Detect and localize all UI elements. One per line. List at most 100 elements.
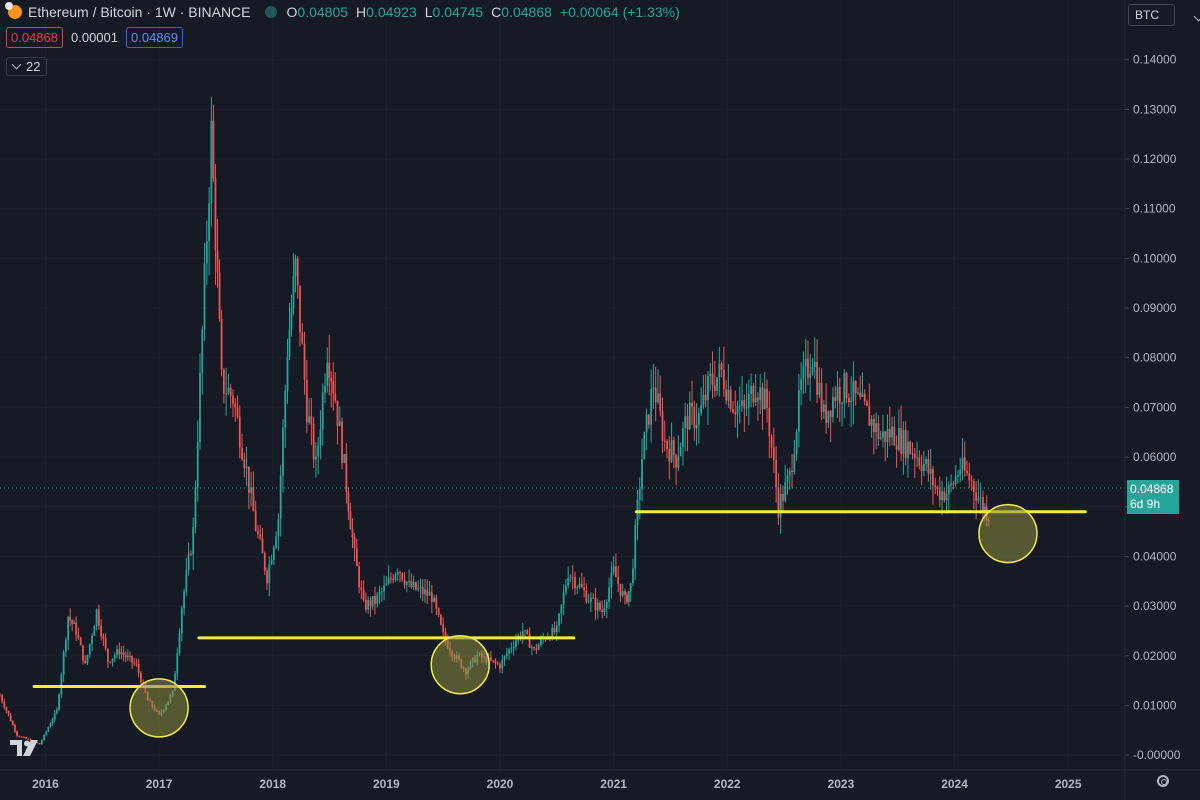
candle-body (41, 740, 43, 745)
candle-body (982, 497, 984, 512)
candle-body (700, 405, 703, 414)
candle-body (657, 393, 659, 403)
candle-body (574, 577, 576, 589)
candle-body (615, 566, 617, 578)
candle-body (766, 388, 768, 409)
candle-body (524, 630, 526, 632)
candle-body (736, 405, 739, 415)
candle-body (315, 456, 317, 460)
candle-body (430, 592, 433, 602)
candle-body (959, 469, 962, 476)
time-tick-label: 2017 (146, 777, 173, 791)
candle-body (140, 673, 142, 683)
candle-body (380, 591, 383, 593)
candle-body (390, 577, 392, 579)
settings-gear-icon[interactable] (1157, 775, 1169, 787)
candle-body (528, 633, 531, 648)
candle-body (711, 373, 714, 386)
price-tick-label: 0.06000 (1133, 450, 1177, 464)
candle-body (877, 423, 880, 439)
candle-body (292, 276, 295, 309)
candle-body (551, 627, 554, 640)
buy-price-button[interactable]: 0.04869 (126, 27, 183, 48)
candle-body (222, 369, 225, 395)
candle-body (203, 263, 206, 330)
candle-body (212, 120, 215, 179)
candle-body (196, 442, 199, 488)
candle-body (120, 652, 123, 655)
candle-body (691, 402, 693, 407)
candle-body (176, 653, 179, 674)
candle-body (95, 609, 98, 627)
candle-body (9, 714, 12, 722)
candle-body (49, 723, 52, 728)
candle-body (619, 583, 622, 596)
time-tick-label: 2022 (714, 777, 741, 791)
candle-body (270, 559, 273, 564)
time-tick-label: 2020 (487, 777, 514, 791)
indicators-toggle[interactable]: 22 (6, 57, 48, 76)
candle-body (254, 511, 257, 531)
candle-body (583, 587, 585, 591)
highlight-circle[interactable] (129, 678, 189, 738)
candle-body (666, 440, 668, 449)
candle-body (610, 572, 613, 588)
price-axis-panel[interactable] (1125, 0, 1200, 770)
candle-body (916, 457, 918, 459)
candle-body (234, 403, 237, 408)
candle-body (754, 397, 757, 403)
candle-body (113, 655, 116, 659)
candle-body (102, 636, 105, 639)
chart-grid (0, 0, 1125, 770)
price-tick-label: 0.04000 (1133, 549, 1177, 563)
candle-body (950, 483, 953, 486)
candle-body (977, 497, 980, 501)
price-tick-label: -0.00000 (1133, 748, 1181, 762)
candle-body (521, 631, 524, 638)
candle-body (205, 241, 208, 264)
candle-body (135, 663, 138, 665)
candle-body (194, 487, 197, 528)
time-tick-label: 2023 (828, 777, 855, 791)
candle-body (492, 660, 495, 662)
candle-body (720, 363, 723, 370)
candle-body (537, 644, 540, 650)
candle-body (374, 595, 376, 604)
candle-body (654, 387, 657, 403)
candle-body (954, 476, 957, 484)
candle-body (508, 649, 510, 654)
candle-body (328, 362, 331, 378)
tradingview-logo-icon[interactable] (10, 740, 42, 758)
candle-body (811, 366, 814, 374)
highlight-circle[interactable] (978, 503, 1038, 564)
candle-body (362, 589, 365, 600)
price-tick-label: 0.13000 (1133, 102, 1177, 116)
candle-body (192, 527, 195, 555)
candle-body (713, 385, 716, 392)
highlight-circle[interactable] (430, 634, 490, 695)
candle-body (752, 385, 755, 403)
candle-body (913, 453, 916, 459)
candle-body (601, 609, 604, 613)
candle-body (58, 694, 60, 710)
currency-selector[interactable]: BTC (1128, 4, 1175, 26)
candle-body (245, 466, 248, 469)
candle-body (782, 493, 784, 501)
candle-body (770, 436, 773, 448)
candle-body (829, 410, 832, 418)
market-status-icon[interactable] (264, 6, 277, 18)
candle-body (661, 410, 664, 441)
candle-body (286, 356, 289, 392)
candle-body (25, 737, 28, 739)
candle-body (983, 506, 986, 512)
candle-body (727, 389, 730, 401)
high-value: 0.04923 (366, 4, 417, 20)
sell-price-button[interactable]: 0.04868 (6, 27, 63, 48)
candle-body (494, 660, 497, 664)
candle-body (624, 591, 626, 595)
candle-body (822, 404, 825, 413)
candle-body (512, 646, 515, 648)
candle-body (907, 441, 909, 459)
symbol-title[interactable]: Ethereum / Bitcoin · 1W · BINANCE (28, 4, 251, 20)
